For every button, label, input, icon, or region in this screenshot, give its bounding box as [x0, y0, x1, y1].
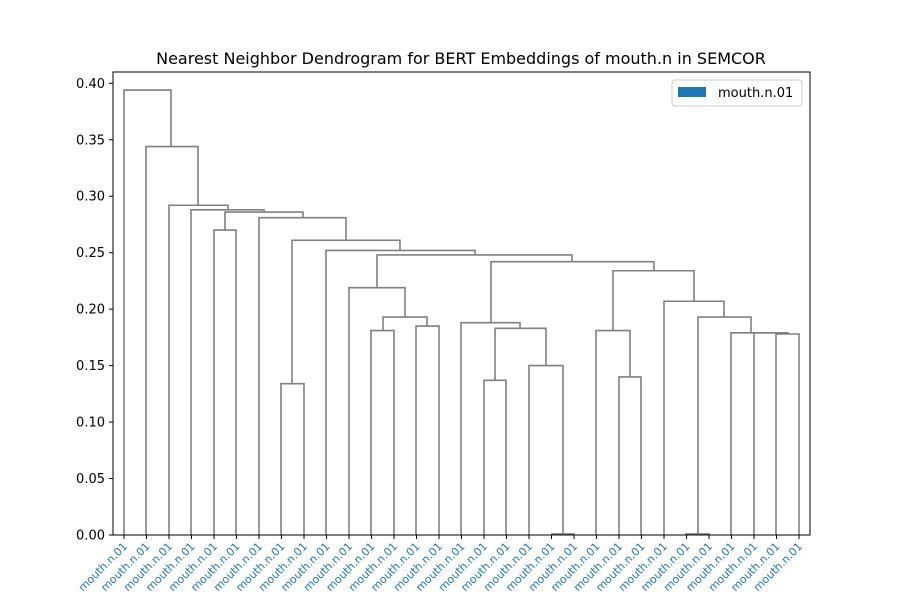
dendrogram-link	[663, 300, 725, 535]
dendrogram-links	[123, 89, 800, 535]
dendrogram-link	[291, 239, 401, 384]
dendrogram-link	[325, 249, 476, 535]
y-tick-label: 0.25	[76, 246, 105, 261]
dendrogram-link	[775, 333, 800, 535]
dendrogram-link	[168, 204, 229, 535]
dendrogram-link	[213, 229, 237, 535]
dendrogram-link	[460, 321, 521, 535]
dendrogram-link	[483, 379, 507, 535]
chart-title: Nearest Neighbor Dendrogram for BERT Emb…	[156, 49, 766, 68]
legend-swatch	[678, 87, 706, 97]
y-tick-label: 0.35	[76, 133, 105, 148]
dendrogram-link	[685, 533, 710, 535]
dendrogram-link	[376, 254, 573, 288]
y-tick-label: 0.30	[76, 190, 105, 205]
dendrogram-link	[490, 260, 655, 323]
x-axis: mouth.n.01mouth.n.01mouth.n.01mouth.n.01…	[76, 535, 805, 594]
dendrogram-link	[382, 316, 428, 331]
dendrogram-link	[280, 382, 305, 535]
dendrogram-link	[528, 364, 564, 535]
dendrogram-link	[224, 211, 304, 231]
dendrogram-link	[190, 208, 265, 535]
y-tick-label: 0.15	[76, 359, 105, 374]
legend: mouth.n.01	[671, 79, 803, 107]
dendrogram-link	[730, 332, 770, 535]
dendrogram-link	[753, 332, 789, 535]
dendrogram-link	[618, 376, 642, 535]
dendrogram-link	[595, 329, 631, 535]
dendrogram-link	[370, 329, 395, 535]
y-tick-label: 0.20	[76, 303, 105, 318]
dendrogram-link	[612, 269, 695, 331]
dendrogram-link	[697, 316, 752, 534]
dendrogram-link	[551, 533, 575, 535]
y-tick-label: 0.05	[76, 472, 105, 487]
dendrogram-link	[123, 89, 172, 535]
dendrogram-link	[348, 286, 406, 535]
dendrogram-link	[258, 216, 347, 535]
legend-label: mouth.n.01	[718, 86, 793, 101]
y-axis: 0.00 0.05 0.10 0.15 0.20 0.25 0.30 0.35 0.40	[76, 77, 113, 544]
dendrogram-link	[145, 145, 199, 535]
legend-box	[671, 79, 803, 107]
dendrogram-link	[494, 327, 547, 381]
y-tick-label: 0.10	[76, 416, 105, 431]
y-tick-label: 0.40	[76, 77, 105, 92]
y-tick-label: 0.00	[76, 529, 105, 544]
dendrogram-link	[415, 325, 440, 535]
